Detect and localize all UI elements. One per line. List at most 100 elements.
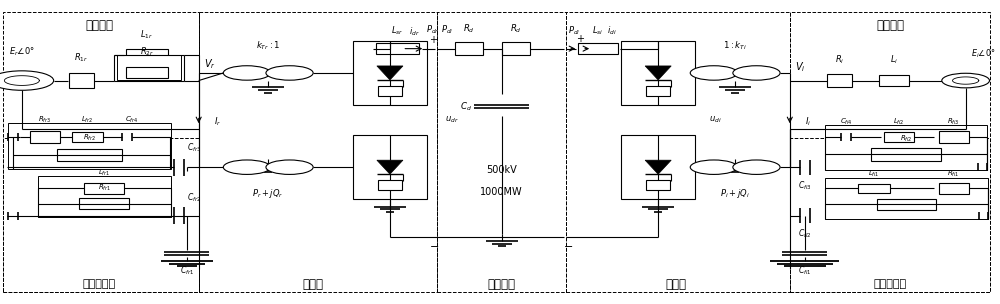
- Text: 整流站: 整流站: [302, 278, 323, 291]
- Text: $L_{fr1}$: $L_{fr1}$: [98, 168, 110, 178]
- Bar: [621, 135, 695, 199]
- Text: $P_r+jQ_r$: $P_r+jQ_r$: [252, 187, 284, 199]
- Text: $u_{dr}$: $u_{dr}$: [445, 115, 459, 125]
- Text: $V_r$: $V_r$: [204, 58, 215, 71]
- Bar: [72, 132, 103, 142]
- Text: 受端电网: 受端电网: [876, 19, 904, 32]
- Text: $R_{fr1}$: $R_{fr1}$: [98, 183, 111, 193]
- Text: $L_{si}$: $L_{si}$: [592, 24, 604, 37]
- Polygon shape: [377, 66, 403, 80]
- Text: 交流滤波器: 交流滤波器: [874, 279, 907, 289]
- Circle shape: [733, 160, 780, 174]
- Polygon shape: [645, 160, 671, 174]
- Bar: [378, 86, 402, 96]
- Bar: [38, 176, 171, 217]
- Text: $R_d$: $R_d$: [463, 22, 475, 35]
- Text: $L_{1r}$: $L_{1r}$: [140, 29, 154, 41]
- Text: 交流滤波器: 交流滤波器: [83, 279, 116, 289]
- Text: $C_{fi4}$: $C_{fi4}$: [840, 116, 853, 127]
- Text: $P_i+jQ_i$: $P_i+jQ_i$: [720, 187, 750, 199]
- Circle shape: [942, 73, 989, 88]
- Text: $C_{fr2}$: $C_{fr2}$: [187, 191, 201, 204]
- Text: $P_{dr}$: $P_{dr}$: [426, 23, 440, 36]
- Text: $L_{fr2}$: $L_{fr2}$: [81, 114, 94, 125]
- Text: $R_{1r}$: $R_{1r}$: [74, 51, 89, 64]
- Bar: [646, 180, 670, 190]
- Text: $C_{fi2}$: $C_{fi2}$: [798, 228, 811, 240]
- Bar: [939, 183, 969, 194]
- Text: $-$: $-$: [429, 240, 439, 250]
- Bar: [879, 75, 909, 86]
- Text: 500kV: 500kV: [486, 165, 517, 175]
- Text: $L_{fi1}$: $L_{fi1}$: [868, 169, 880, 179]
- Bar: [858, 184, 890, 193]
- Text: $R_d$: $R_d$: [510, 22, 522, 35]
- Circle shape: [266, 160, 313, 174]
- Bar: [621, 41, 695, 105]
- Bar: [378, 180, 402, 190]
- Text: 直流线路: 直流线路: [488, 278, 516, 291]
- Text: 送端电网: 送端电网: [85, 19, 113, 32]
- Circle shape: [223, 160, 271, 174]
- Bar: [126, 49, 168, 60]
- Circle shape: [690, 66, 737, 80]
- Bar: [455, 42, 483, 55]
- Text: $V_i$: $V_i$: [795, 60, 805, 74]
- Text: 逆变站: 逆变站: [665, 278, 686, 291]
- Circle shape: [223, 66, 271, 80]
- Text: $C_{fi3}$: $C_{fi3}$: [798, 179, 812, 192]
- Text: $R_{fr2}$: $R_{fr2}$: [83, 133, 96, 143]
- Text: $L_i$: $L_i$: [890, 54, 898, 66]
- Circle shape: [733, 66, 780, 80]
- Circle shape: [690, 160, 737, 174]
- Text: $L_{fi2}$: $L_{fi2}$: [893, 116, 905, 127]
- Text: $k_{Tr}:1$: $k_{Tr}:1$: [256, 39, 280, 52]
- Text: $I_i$: $I_i$: [805, 115, 811, 128]
- Bar: [939, 131, 969, 143]
- Text: $i_{di}$: $i_{di}$: [607, 24, 617, 37]
- Bar: [827, 74, 852, 87]
- Text: $-$: $-$: [563, 240, 573, 250]
- Bar: [126, 67, 168, 78]
- Bar: [57, 149, 122, 161]
- Text: $i_{dr}$: $i_{dr}$: [409, 26, 420, 38]
- Bar: [578, 43, 618, 54]
- Text: $L_{sr}$: $L_{sr}$: [391, 24, 404, 37]
- Bar: [353, 135, 427, 199]
- Text: $u_{di}$: $u_{di}$: [709, 115, 722, 125]
- Text: $P_{di}$: $P_{di}$: [568, 24, 581, 37]
- Bar: [502, 42, 530, 55]
- Bar: [825, 178, 988, 219]
- Bar: [8, 123, 171, 169]
- Text: 1000MW: 1000MW: [480, 187, 523, 196]
- Text: $C_{fr4}$: $C_{fr4}$: [125, 114, 139, 125]
- Text: $R_{fi2}$: $R_{fi2}$: [900, 133, 912, 144]
- Text: $C_d$: $C_d$: [460, 100, 472, 113]
- Bar: [69, 73, 94, 88]
- Text: $R_i$: $R_i$: [835, 53, 844, 66]
- Text: $1:k_{Ti}$: $1:k_{Ti}$: [723, 39, 747, 52]
- Circle shape: [0, 71, 54, 90]
- Text: $E_r\angle0°$: $E_r\angle0°$: [9, 45, 35, 58]
- Text: $R_{fi3}$: $R_{fi3}$: [947, 116, 960, 127]
- Bar: [871, 148, 941, 161]
- Text: $+$: $+$: [429, 34, 438, 45]
- Text: $C_{fr1}$: $C_{fr1}$: [180, 264, 194, 277]
- Bar: [376, 43, 419, 54]
- Text: $C_{fr3}$: $C_{fr3}$: [187, 141, 201, 154]
- Text: $R_{fi1}$: $R_{fi1}$: [947, 169, 960, 179]
- Bar: [117, 55, 181, 80]
- Text: $E_i\angle0°$: $E_i\angle0°$: [971, 47, 995, 60]
- Bar: [30, 131, 60, 143]
- Bar: [353, 41, 427, 105]
- Polygon shape: [377, 160, 403, 174]
- Bar: [84, 183, 124, 194]
- Bar: [877, 199, 936, 210]
- Text: $+$: $+$: [576, 33, 585, 44]
- Text: $C_{fi1}$: $C_{fi1}$: [798, 264, 811, 277]
- Bar: [825, 125, 987, 170]
- Bar: [884, 132, 914, 142]
- Text: $P_{di}$: $P_{di}$: [441, 23, 453, 36]
- Bar: [646, 86, 670, 96]
- Text: $I_r$: $I_r$: [214, 115, 221, 128]
